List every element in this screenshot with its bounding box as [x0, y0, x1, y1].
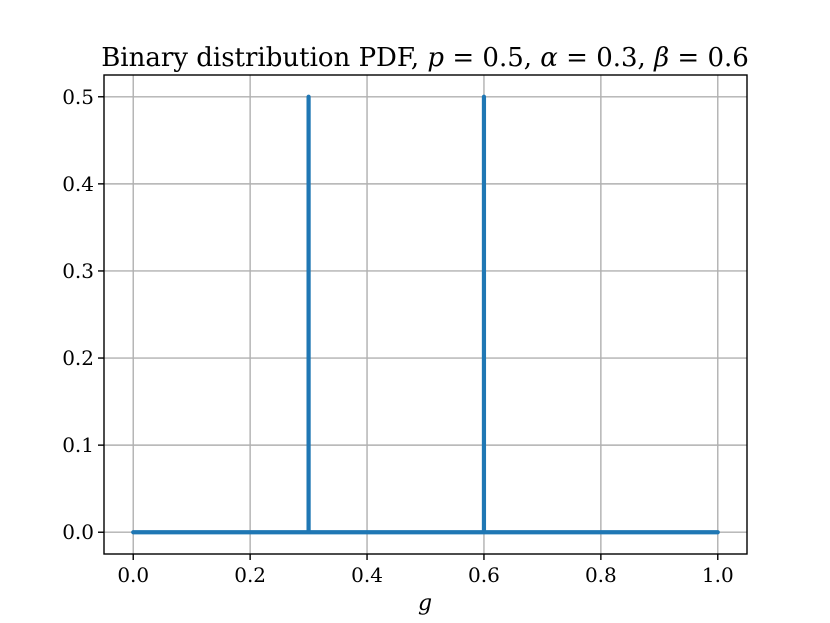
- x-tick-label-2: 0.4: [351, 563, 383, 587]
- x-tick-label-4: 0.8: [585, 563, 617, 587]
- series-line-0: [131, 94, 720, 535]
- y-tick-label-4: 0.4: [62, 172, 94, 196]
- y-tick-label-2: 0.2: [62, 346, 94, 370]
- series-layer: [131, 94, 720, 535]
- chart-title: Binary distribution PDF, p = 0.5, α = 0.…: [101, 43, 749, 73]
- y-tick-label-0: 0.0: [62, 520, 94, 544]
- x-tick-label-0: 0.0: [117, 563, 149, 587]
- x-tick-label-3: 0.6: [468, 563, 500, 587]
- x-axis-label: g: [418, 591, 432, 616]
- ticks: 0.0 0.2 0.4 0.6 0.8 1.0 0.0 0.1 0.2 0.3 0.4 0.5: [62, 85, 733, 587]
- y-tick-label-5: 0.5: [62, 85, 94, 109]
- y-tick-label-3: 0.3: [62, 259, 94, 283]
- x-tick-label-5: 1.0: [702, 563, 734, 587]
- axes-frame: [103, 74, 748, 555]
- y-tick-label-1: 0.1: [62, 433, 94, 457]
- series-0: [131, 94, 720, 535]
- x-tick-label-1: 0.2: [234, 563, 266, 587]
